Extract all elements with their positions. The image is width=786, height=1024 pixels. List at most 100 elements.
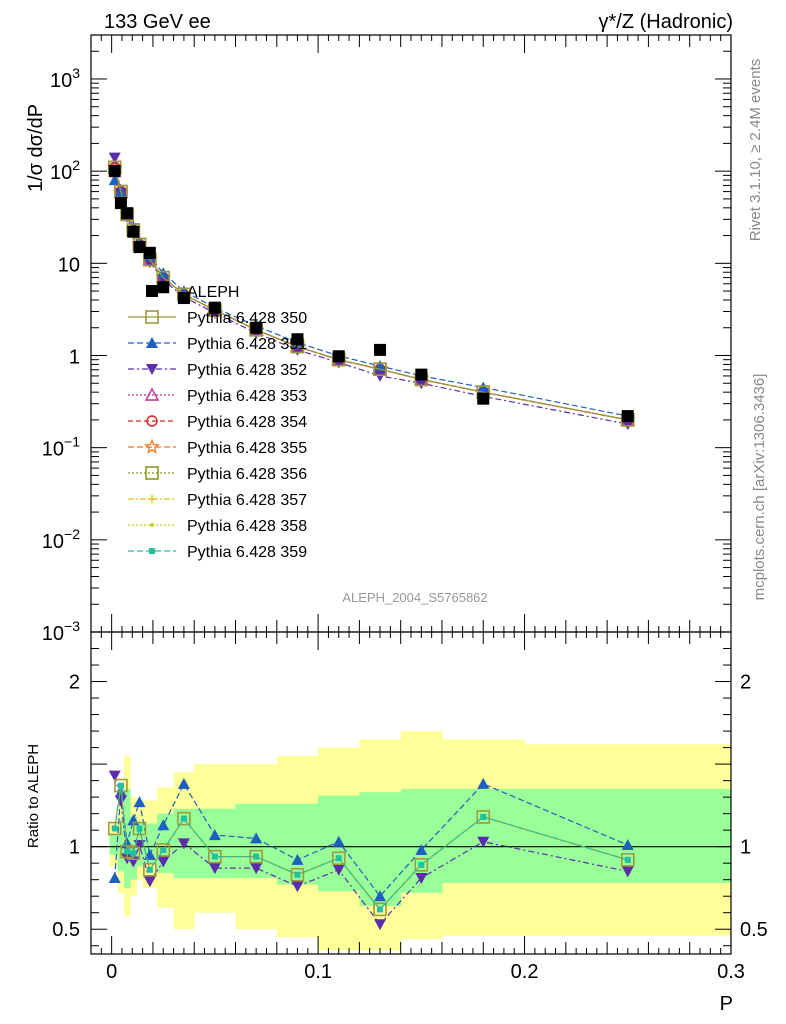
ratio-point-pythia-6-428-359 bbox=[117, 782, 124, 789]
ratio-y-axis-title: Ratio to ALEPH bbox=[25, 744, 42, 848]
ratio-series-pythia-6-428-359 bbox=[111, 782, 631, 913]
upper-y-axis-title: 1/σ dσ/dP bbox=[25, 104, 47, 192]
ratio-point-pythia-6-428-350 bbox=[177, 811, 191, 826]
point-pythia-6-428-351 bbox=[108, 174, 121, 186]
legend-label: Pythia 6.428 359 bbox=[187, 544, 307, 561]
x-tick-label: 0 bbox=[106, 961, 117, 983]
legend: ALEPH Pythia 6.428 350 Pythia 6.428 351 Pyt… bbox=[128, 284, 307, 561]
ratio-point-pythia-6-428-352 bbox=[332, 864, 345, 876]
ratio-point-pythia-6-428-359 bbox=[377, 906, 384, 913]
upper-y-tick-label: 10−2 bbox=[42, 526, 80, 553]
ratio-point-pythia-6-428-350 bbox=[373, 902, 387, 917]
ratio-uncertainty-bands bbox=[109, 731, 732, 951]
ratio-point-pythia-6-428-351 bbox=[374, 890, 387, 902]
point-aleph bbox=[415, 368, 428, 381]
line-pythia-6-428-352 bbox=[114, 157, 628, 425]
upper-plot-frame bbox=[90, 34, 732, 633]
ratio-point-pythia-6-428-351 bbox=[477, 777, 490, 789]
point-aleph bbox=[127, 225, 140, 238]
point-pythia-6-428-352 bbox=[374, 370, 387, 382]
point-aleph bbox=[108, 165, 121, 178]
legend-marker bbox=[146, 415, 158, 427]
legend-marker bbox=[150, 523, 154, 527]
legend-marker bbox=[149, 548, 155, 554]
ratio-point-pythia-6-428-351 bbox=[177, 777, 190, 789]
ratio-y-tick-label-left: 2 bbox=[69, 672, 80, 694]
ratio-point-pythia-6-428-359 bbox=[180, 815, 187, 822]
ratio-point-pythia-6-428-352 bbox=[143, 876, 156, 888]
legend-marker bbox=[145, 310, 159, 324]
legend-label: Pythia 6.428 357 bbox=[187, 492, 307, 509]
point-pythia-6-428-352 bbox=[108, 152, 121, 164]
upper-y-tick-label: 10 bbox=[58, 254, 80, 276]
ratio-point-pythia-6-428-352 bbox=[415, 873, 428, 885]
point-aleph bbox=[177, 292, 190, 305]
inner-band-segment bbox=[276, 803, 319, 885]
x-tick-label: 0.3 bbox=[717, 961, 745, 983]
point-aleph bbox=[621, 410, 634, 423]
analysis-id-label: ALEPH_2004_S5765862 bbox=[342, 590, 487, 605]
point-aleph bbox=[332, 350, 345, 363]
point-aleph bbox=[208, 301, 221, 314]
ratio-point-pythia-6-428-350 bbox=[249, 849, 263, 864]
legend-entry-pythia-6-428-358: Pythia 6.428 358 bbox=[128, 518, 307, 535]
ratio-point-pythia-6-428-352 bbox=[108, 770, 121, 782]
legend-marker bbox=[144, 387, 160, 401]
legend-label: Pythia 6.428 351 bbox=[187, 336, 307, 353]
ratio-point-pythia-6-428-352 bbox=[114, 795, 127, 807]
line-pythia-6-428-351 bbox=[114, 179, 628, 417]
ratio-y-tick-label-right: 0.5 bbox=[740, 919, 768, 941]
ratio-series-pythia-6-428-351 bbox=[108, 777, 634, 902]
ratio-point-pythia-6-428-350 bbox=[414, 858, 429, 872]
legend-marker bbox=[146, 285, 158, 297]
legend-entry-pythia-6-428-355: Pythia 6.428 355 bbox=[128, 438, 307, 457]
legend-entry-aleph: ALEPH bbox=[146, 284, 239, 301]
ratio-point-pythia-6-428-352 bbox=[291, 881, 304, 893]
ratio-point-pythia-6-428-359 bbox=[124, 848, 131, 855]
upper-y-tick-label: 1 bbox=[69, 346, 80, 368]
ratio-point-pythia-6-428-359 bbox=[480, 813, 487, 820]
point-pythia-6-428-350 bbox=[373, 362, 387, 376]
ratio-point-pythia-6-428-359 bbox=[136, 825, 143, 832]
ratio-point-pythia-6-428-351 bbox=[415, 843, 428, 855]
ratio-line-pythia-6-428-359 bbox=[114, 785, 628, 911]
ratio-point-pythia-6-428-350 bbox=[620, 853, 635, 867]
legend-label: Pythia 6.428 355 bbox=[187, 440, 307, 457]
legend-marker bbox=[148, 495, 156, 503]
ratio-point-pythia-6-428-359 bbox=[624, 856, 631, 863]
legend-label: ALEPH bbox=[187, 284, 239, 301]
ratio-point-pythia-6-428-350 bbox=[143, 862, 157, 877]
ratio-line-pythia-6-428-351 bbox=[114, 782, 629, 898]
legend-entry-pythia-6-428-352: Pythia 6.428 352 bbox=[128, 362, 307, 379]
ratio-point-pythia-6-428-350 bbox=[331, 851, 346, 866]
x-tick-label: 0.2 bbox=[511, 961, 539, 983]
legend-entry-pythia-6-428-359: Pythia 6.428 359 bbox=[128, 544, 307, 561]
point-aleph bbox=[133, 241, 146, 254]
ratio-y-tick-label-right: 2 bbox=[740, 672, 751, 694]
upper-y-tick-label: 10−3 bbox=[42, 618, 80, 645]
ratio-point-pythia-6-428-352 bbox=[177, 838, 190, 850]
ratio-point-pythia-6-428-351 bbox=[291, 853, 304, 865]
ratio-point-pythia-6-428-359 bbox=[335, 855, 342, 862]
legend-marker bbox=[145, 466, 159, 480]
line-pythia-6-428-350 bbox=[114, 167, 628, 421]
upper-y-tick-label: 10−1 bbox=[42, 434, 80, 461]
ratio-y-tick-label-left: 1 bbox=[69, 837, 80, 859]
point-aleph bbox=[374, 343, 387, 356]
legend-marker bbox=[146, 337, 158, 348]
legend-label: Pythia 6.428 353 bbox=[187, 388, 307, 405]
ratio-point-pythia-6-428-351 bbox=[250, 832, 263, 844]
ratio-point-pythia-6-428-359 bbox=[253, 853, 260, 860]
point-aleph bbox=[291, 333, 304, 346]
point-pythia-6-428-352 bbox=[415, 378, 428, 390]
rivet-version-label: Rivet 3.1.10, ≥ 2.4M events bbox=[747, 59, 764, 242]
legend-entry-pythia-6-428-350: Pythia 6.428 350 bbox=[128, 310, 307, 327]
ratio-point-pythia-6-428-350 bbox=[107, 821, 122, 836]
ratio-point-pythia-6-428-352 bbox=[477, 836, 490, 848]
ratio-point-pythia-6-428-359 bbox=[146, 866, 153, 873]
ratio-point-pythia-6-428-350 bbox=[290, 867, 305, 882]
legend-entry-pythia-6-428-356: Pythia 6.428 356 bbox=[128, 466, 307, 483]
ratio-point-pythia-6-428-350 bbox=[156, 843, 171, 857]
ratio-point-pythia-6-428-351 bbox=[621, 839, 634, 851]
ratio-point-pythia-6-428-359 bbox=[418, 861, 425, 868]
